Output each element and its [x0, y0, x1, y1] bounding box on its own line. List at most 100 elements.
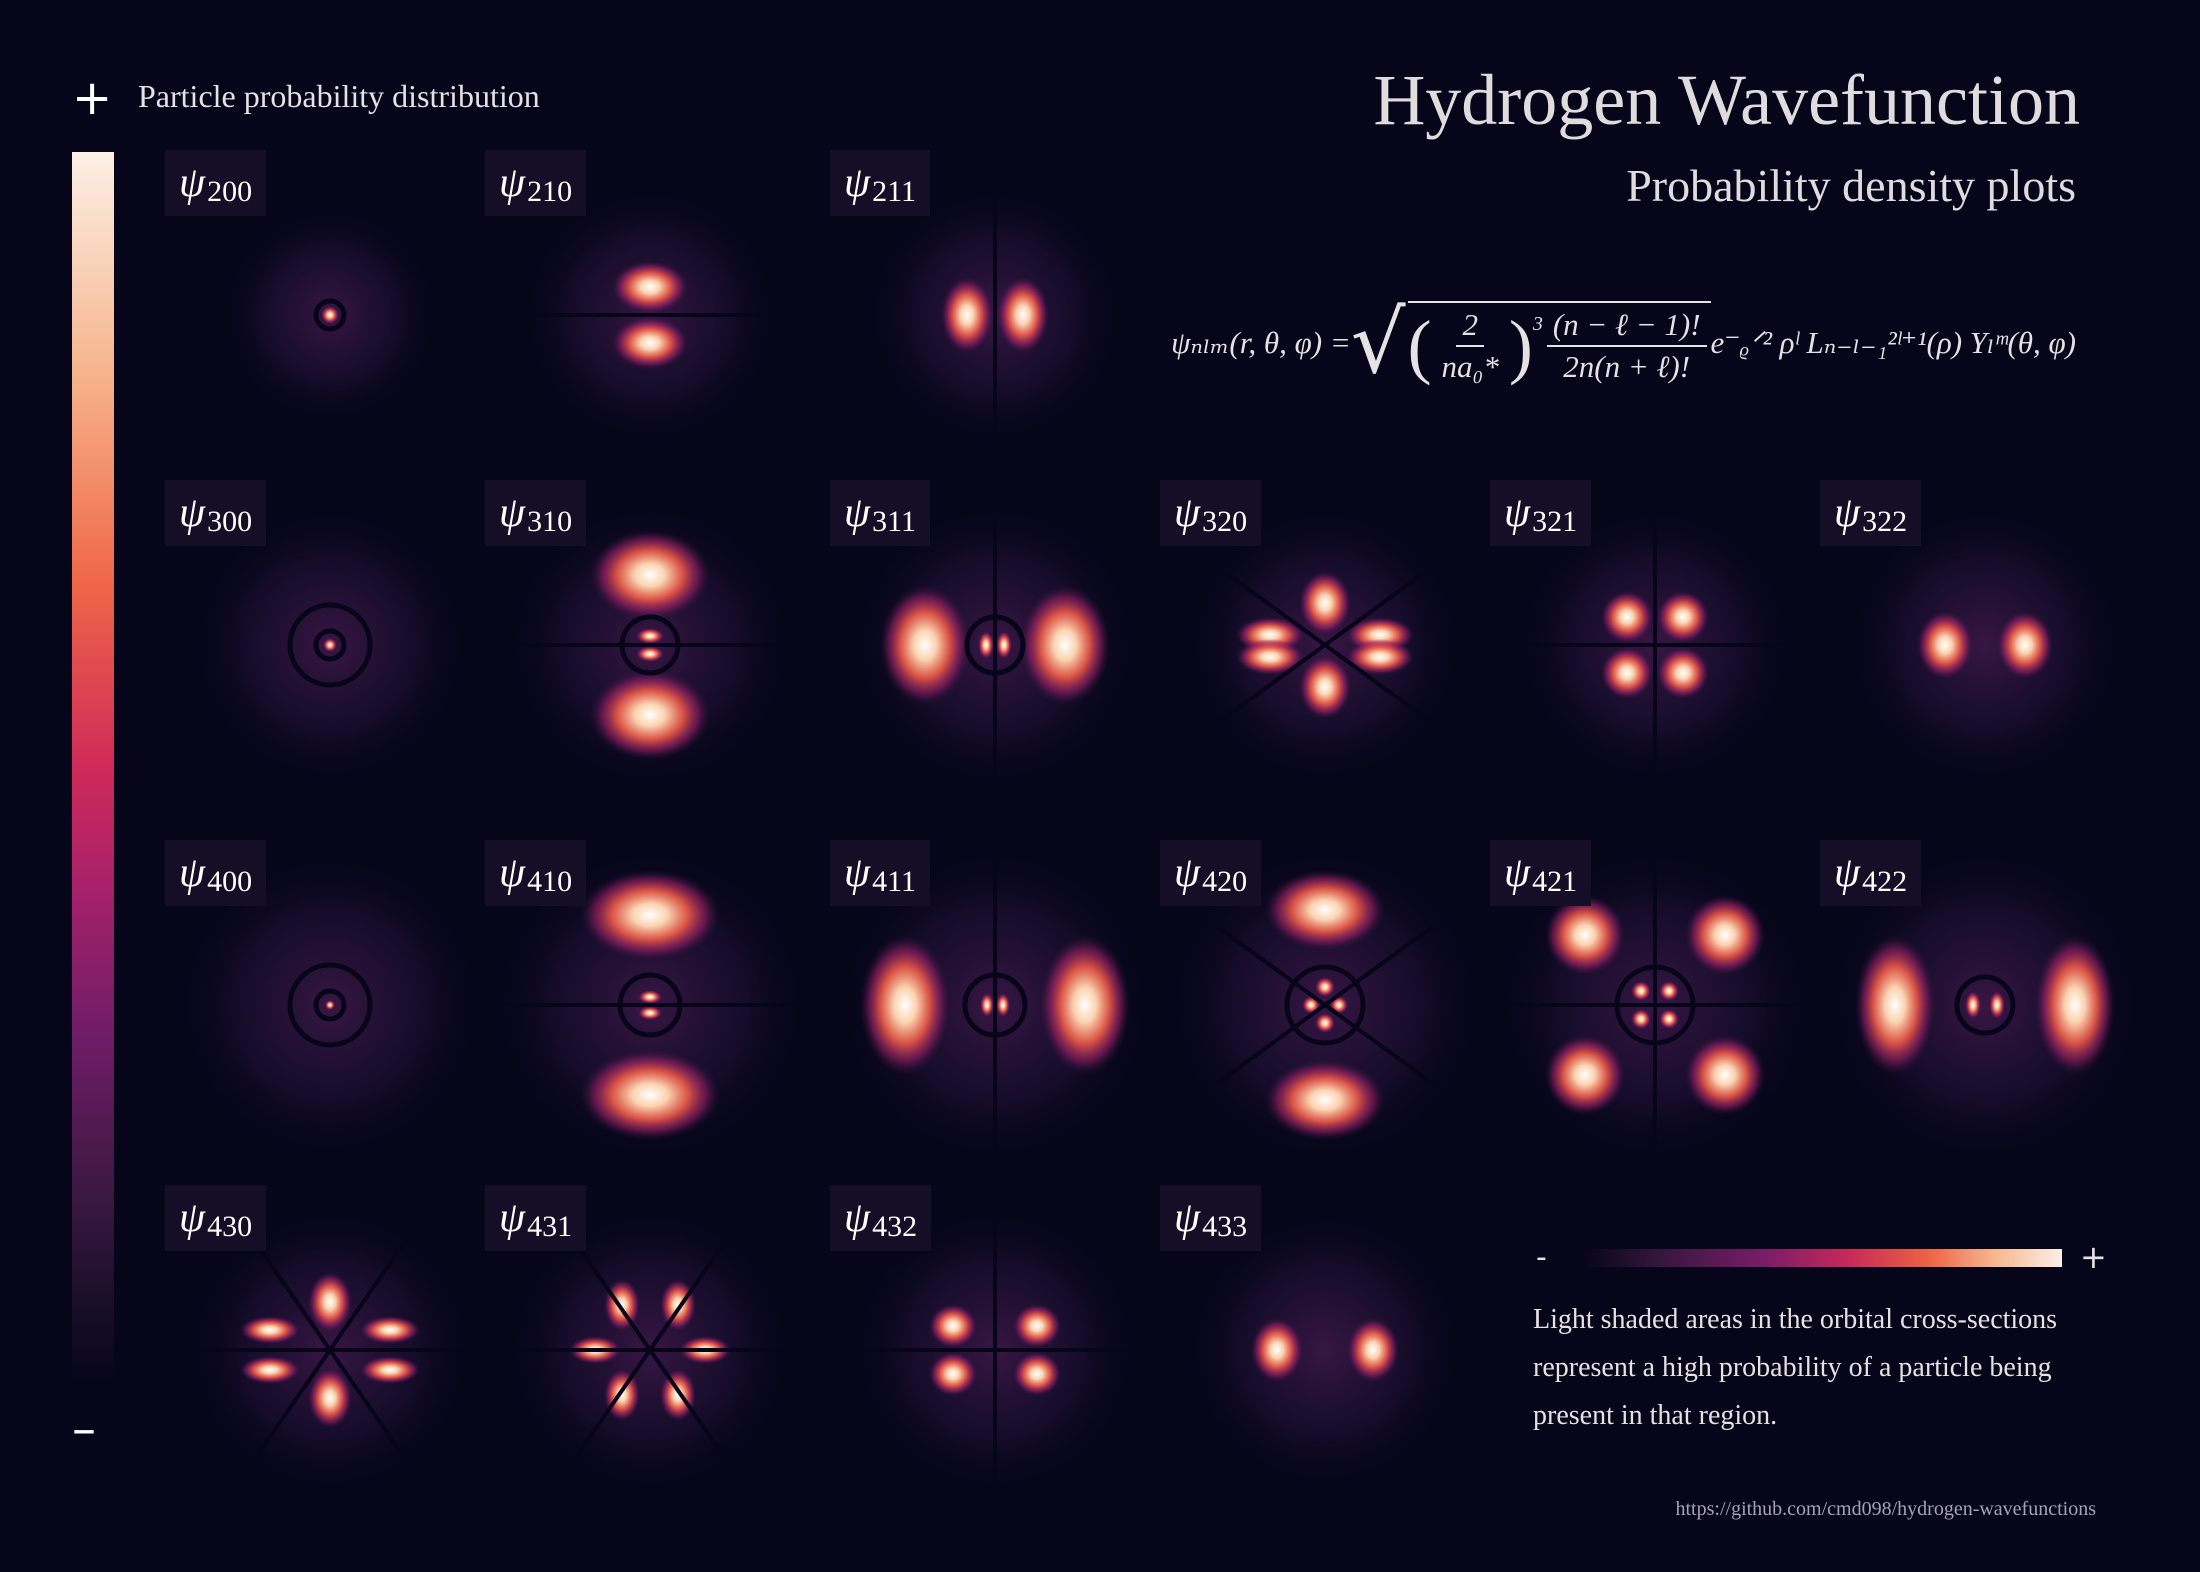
formula-frac2-num: (n − ℓ − 1)!	[1546, 307, 1707, 347]
psi-symbol: ψ	[1174, 1195, 1201, 1241]
probability-core	[323, 638, 337, 652]
quantum-numbers: 311	[872, 505, 916, 538]
psi-symbol: ψ	[1174, 490, 1201, 536]
psi-symbol: ψ	[844, 850, 871, 896]
probability-lobe	[1601, 647, 1653, 699]
formula-frac1-num: 2	[1456, 307, 1484, 347]
orbital-density-311	[850, 495, 1140, 795]
orbital-density-321	[1505, 495, 1805, 795]
orbital-label-320: ψ 320	[1160, 480, 1262, 546]
probability-lobe	[996, 631, 1012, 659]
psi-symbol: ψ	[179, 1195, 206, 1241]
orbital-density-431	[500, 1205, 800, 1495]
probability-lobe	[1685, 1035, 1765, 1115]
orbital-density-430	[180, 1205, 480, 1495]
probability-lobe	[1989, 991, 2005, 1019]
probability-lobe	[1346, 639, 1414, 675]
orbital-density-422	[1825, 845, 2145, 1165]
psi-symbol: ψ	[179, 850, 206, 896]
quantum-numbers: 321	[1532, 505, 1578, 538]
probability-lobe	[1040, 935, 1130, 1075]
radial-node	[313, 988, 347, 1022]
radial-node	[313, 628, 347, 662]
angular-node	[558, 1218, 742, 1482]
quantum-numbers: 431	[527, 1210, 573, 1243]
probability-lobe	[580, 870, 720, 960]
angular-node	[1213, 563, 1437, 727]
orbital-label-400: ψ 400	[165, 840, 267, 906]
orbital-plot-211: ψ 211	[830, 150, 1160, 480]
probability-lobe	[660, 1279, 696, 1331]
probability-lobe	[1601, 591, 1653, 643]
probability-lobe	[1020, 585, 1110, 705]
orbital-plot-430: ψ 430	[165, 1185, 495, 1515]
probability-lobe	[980, 993, 994, 1017]
probability-lobe	[1265, 870, 1385, 950]
probability-lobe	[1997, 611, 2053, 679]
orbital-label-200: ψ 200	[165, 150, 267, 216]
vertical-colorbar	[72, 152, 114, 1382]
page-title: Hydrogen Wavefunction	[1373, 60, 2080, 140]
orbital-plot-410: ψ 410	[485, 840, 815, 1170]
orbital-plot-433: ψ 433	[1160, 1185, 1490, 1515]
quantum-numbers: 210	[527, 175, 573, 208]
probability-lobe	[604, 1279, 640, 1331]
halo	[1845, 505, 2125, 785]
description-text: Light shaded areas in the orbital cross-…	[1533, 1304, 2058, 1431]
psi-symbol: ψ	[1504, 850, 1531, 896]
horizontal-colorbar	[1582, 1249, 2062, 1267]
source-link[interactable]: https://github.com/cmd098/hydrogen-wavef…	[1675, 1498, 2097, 1520]
orbital-plot-411: ψ 411	[830, 840, 1160, 1170]
quantum-numbers: 400	[207, 865, 253, 898]
probability-lobe	[1965, 991, 1981, 1019]
psi-symbol: ψ	[844, 1195, 871, 1241]
quantum-numbers: 420	[1202, 865, 1248, 898]
probability-lobe	[308, 1272, 352, 1332]
probability-lobe	[929, 1304, 977, 1348]
orbital-plot-422: ψ 422	[1820, 840, 2150, 1170]
orbital-plot-320: ψ 320	[1160, 480, 1490, 810]
radial-node	[1284, 964, 1366, 1046]
orbital-plot-420: ψ 420	[1160, 840, 1490, 1170]
probability-lobe	[929, 1352, 977, 1396]
probability-lobe	[612, 317, 688, 369]
probability-core	[321, 306, 339, 324]
probability-lobe	[590, 670, 710, 760]
formula-tail: e⁻ᵨᐟ² ρˡ Lₙ₋ₗ₋₁²ˡ⁺¹(ρ) Yₗᵐ(θ, φ)	[1710, 325, 2076, 360]
probability-lobe	[2035, 935, 2115, 1075]
orbital-density-320	[1185, 505, 1465, 785]
probability-lobe	[1659, 981, 1679, 1001]
colorbar-minus-label: –	[72, 1401, 96, 1457]
psi-symbol: ψ	[179, 490, 206, 536]
quantum-numbers: 432	[872, 1210, 918, 1243]
probability-lobe	[941, 277, 993, 353]
orbital-label-421: ψ 421	[1490, 840, 1592, 906]
orbital-label-322: ψ 322	[1820, 480, 1922, 546]
orbital-label-433: ψ 433	[1160, 1185, 1262, 1251]
orbital-label-321: ψ 321	[1490, 480, 1592, 546]
formula-fraction-2: (n − ℓ − 1)! 2n(n + ℓ)!	[1546, 307, 1707, 385]
probability-lobe	[636, 646, 664, 662]
orbital-label-410: ψ 410	[485, 840, 587, 906]
probability-lobe	[590, 530, 710, 620]
probability-lobe	[1685, 895, 1765, 975]
probability-lobe	[860, 935, 950, 1075]
probability-core	[325, 1000, 335, 1010]
orbital-density-420	[1165, 845, 1485, 1165]
probability-lobe	[1545, 1035, 1625, 1115]
probability-lobe	[1545, 895, 1625, 975]
quantum-numbers: 322	[1862, 505, 1908, 538]
orbital-plot-432: ψ 432	[830, 1185, 1160, 1515]
psi-symbol: ψ	[1174, 850, 1201, 896]
formula-lhs: ψₙₗₘ(r, θ, φ) =	[1171, 325, 1351, 360]
scale-plus-label: +	[2080, 1238, 2107, 1276]
orbital-density-322	[1845, 505, 2125, 785]
probability-lobe	[604, 1369, 640, 1421]
psi-symbol: ψ	[844, 490, 871, 536]
radial-node	[287, 602, 373, 688]
psi-symbol: ψ	[1834, 850, 1861, 896]
probability-lobe	[880, 585, 970, 705]
sqrt-icon: √	[1350, 293, 1406, 393]
probability-lobe	[1315, 977, 1335, 997]
formula-frac1-den: na₀*	[1441, 349, 1499, 384]
